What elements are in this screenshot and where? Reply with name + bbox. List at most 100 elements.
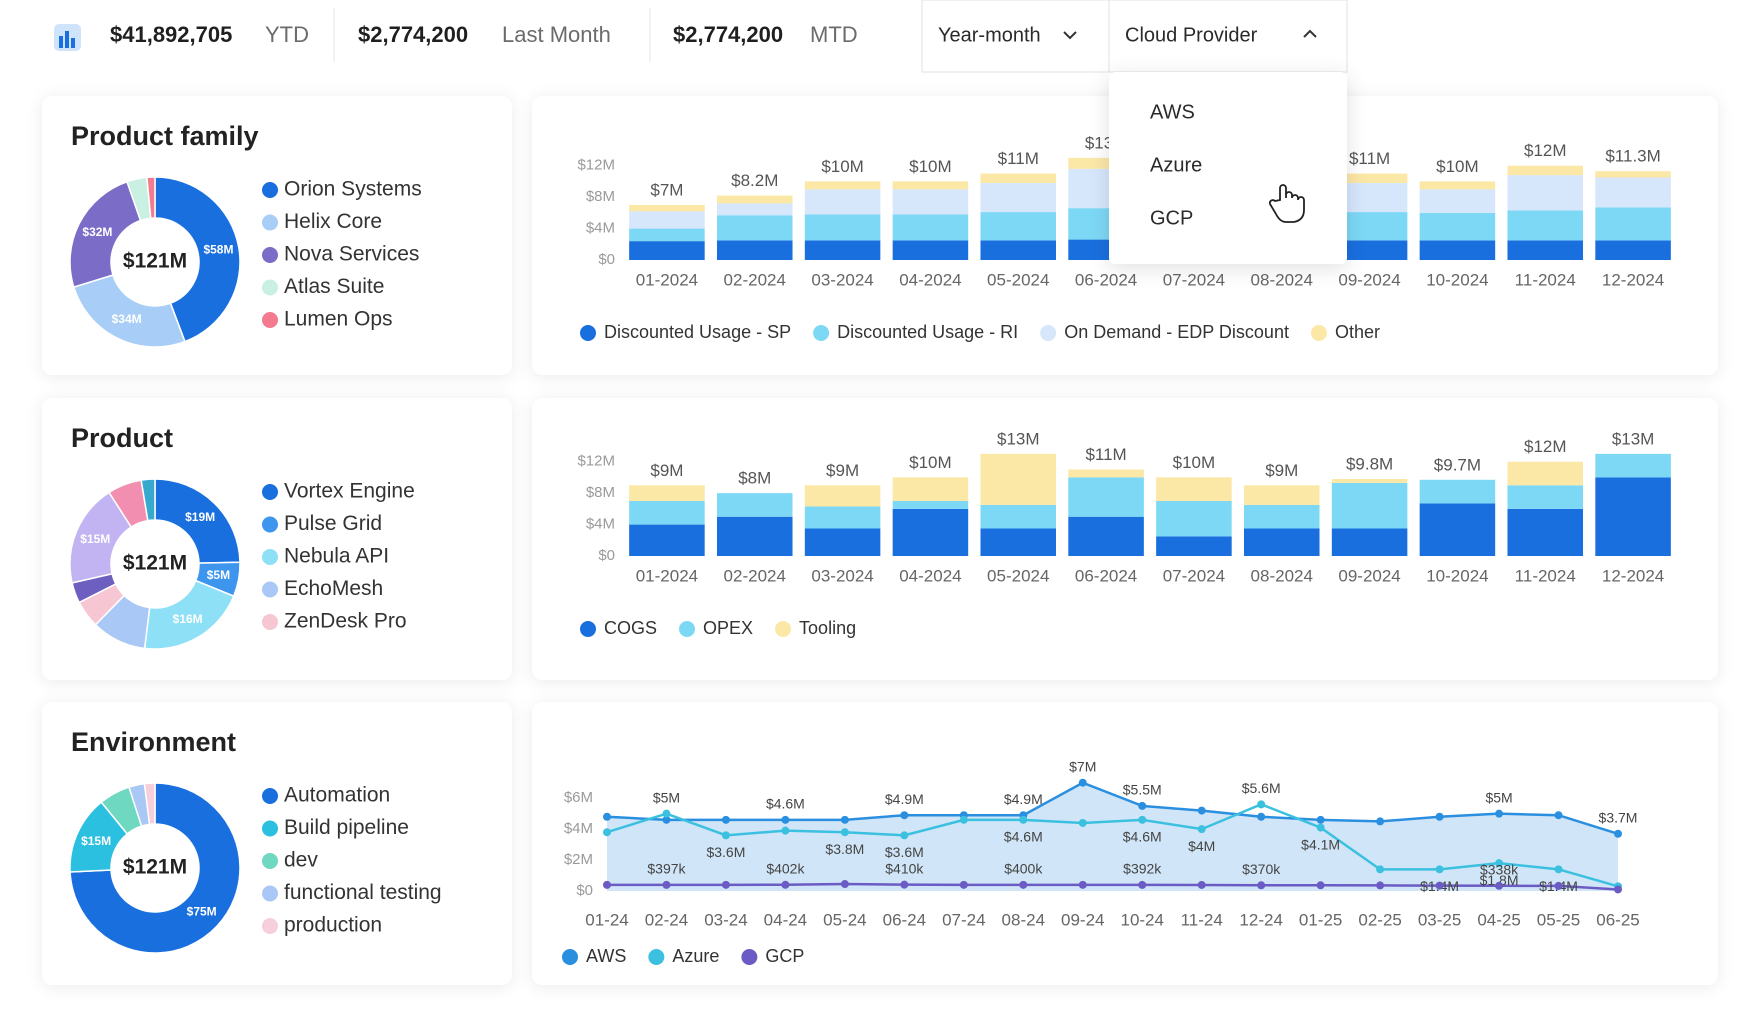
y-tick-label: $2M [564, 851, 593, 868]
bar-segment [1156, 536, 1232, 556]
point [1078, 818, 1087, 827]
x-tick-label: 12-2024 [1602, 566, 1664, 585]
bar-segment [1595, 453, 1671, 478]
legend-label: Nebula API [284, 545, 389, 568]
legend-label: On Demand - EDP Discount [1064, 322, 1289, 342]
chevron-down[interactable] [1063, 31, 1077, 40]
bar-segment [980, 453, 1057, 505]
legend-label: AWS [586, 946, 626, 966]
point [721, 815, 730, 824]
point [662, 815, 671, 824]
bar-segment [1331, 482, 1408, 529]
dropdown-menu[interactable]: AWS Azure GCP [1109, 72, 1347, 264]
legend-swatch [262, 581, 278, 598]
bar-segment [892, 501, 969, 509]
legend-label: Azure [672, 946, 719, 966]
point [721, 880, 730, 889]
dropdown-option[interactable]: Azure [1150, 154, 1202, 176]
point [1019, 815, 1028, 824]
total-label: $10M [1173, 453, 1216, 472]
x-tick-label: 11-2024 [1515, 270, 1576, 289]
bar-segment [629, 211, 705, 229]
bar-segment [980, 240, 1057, 260]
point [1316, 815, 1325, 824]
point [1316, 823, 1325, 832]
logo-bar [59, 36, 63, 48]
bar-segment [716, 203, 793, 216]
point [603, 880, 611, 889]
chevron-up[interactable] [1303, 29, 1317, 38]
y-tick-label: $0 [598, 251, 615, 268]
x-tick-label: 10-2024 [1426, 270, 1488, 289]
legend-label: OPEX [703, 618, 753, 638]
bar-segment [1068, 516, 1144, 556]
total-label: $11.3M [1605, 147, 1660, 166]
y-tick-label: $0 [598, 547, 615, 564]
x-tick-label: 03-24 [704, 910, 747, 929]
kpi-value: $2,774,200 [673, 22, 783, 47]
y-tick-label: $0 [576, 882, 593, 899]
donut-center-label: $121M [123, 856, 187, 879]
bar-segment [980, 504, 1057, 529]
donut-slice [146, 176, 156, 220]
total-label: $8.2M [731, 171, 778, 190]
legend-label: Vortex Engine [284, 480, 415, 503]
point [1554, 865, 1563, 874]
filter-year-month[interactable]: Year-month [921, 0, 1110, 73]
legend-swatch [580, 621, 596, 637]
dropdown-panel [1109, 72, 1347, 264]
bar-segment [804, 528, 881, 556]
bar-segment [980, 528, 1057, 556]
bar-segment [629, 241, 705, 260]
filter-label[interactable]: Cloud Provider [1125, 24, 1258, 46]
value-label: $5.6M [1242, 780, 1281, 796]
legend-swatch [1040, 325, 1057, 341]
point [1614, 829, 1622, 838]
point [1435, 865, 1444, 874]
x-tick-label: 04-25 [1477, 910, 1520, 929]
slice-label: $15M [80, 532, 110, 546]
point [1554, 881, 1563, 890]
x-tick-label: 01-2024 [636, 566, 698, 585]
donut-center-label: $121M [123, 552, 187, 575]
bar-segment [629, 205, 705, 212]
point [900, 880, 909, 889]
value-label: $397k [647, 861, 686, 877]
donut-center-label: $121M [123, 250, 187, 273]
point [1376, 817, 1385, 826]
legend-swatch [262, 516, 278, 533]
line [606, 781, 1619, 835]
value-label: $4.9M [1004, 791, 1043, 807]
value-label: $4.6M [1004, 829, 1043, 845]
point [1138, 815, 1147, 824]
filter-box[interactable] [921, 0, 1110, 73]
value-label: $4.1M [1301, 836, 1340, 852]
bar-segment [1331, 528, 1408, 556]
point [603, 812, 611, 821]
point [840, 815, 849, 824]
value-label: $3.8M [825, 841, 864, 857]
x-tick-label: 09-2024 [1338, 566, 1400, 585]
x-tick-label: 06-24 [883, 910, 926, 929]
value-label: $3.7M [1599, 809, 1638, 825]
x-tick-label: 05-24 [823, 910, 866, 929]
legend-swatch [262, 853, 278, 869]
value-label: $7M [1069, 758, 1096, 774]
legend-label: Other [1335, 322, 1380, 342]
bar-segment [1419, 479, 1496, 504]
line [606, 803, 1619, 888]
filter-cloud-provider[interactable]: Cloud Provider [1108, 0, 1348, 73]
donut-slice [143, 782, 156, 826]
point [840, 880, 849, 889]
bar-segment [1243, 528, 1320, 556]
dropdown-option[interactable]: GCP [1150, 207, 1193, 229]
filter-label[interactable]: Year-month [938, 24, 1041, 46]
legend-swatch [562, 949, 578, 965]
total-label: $11M [998, 149, 1039, 168]
point [1495, 881, 1504, 890]
point [959, 815, 968, 824]
dropdown-option[interactable]: AWS [1150, 101, 1195, 123]
point [900, 811, 909, 820]
x-tick-label: 11-24 [1181, 910, 1223, 929]
point [1138, 880, 1147, 889]
